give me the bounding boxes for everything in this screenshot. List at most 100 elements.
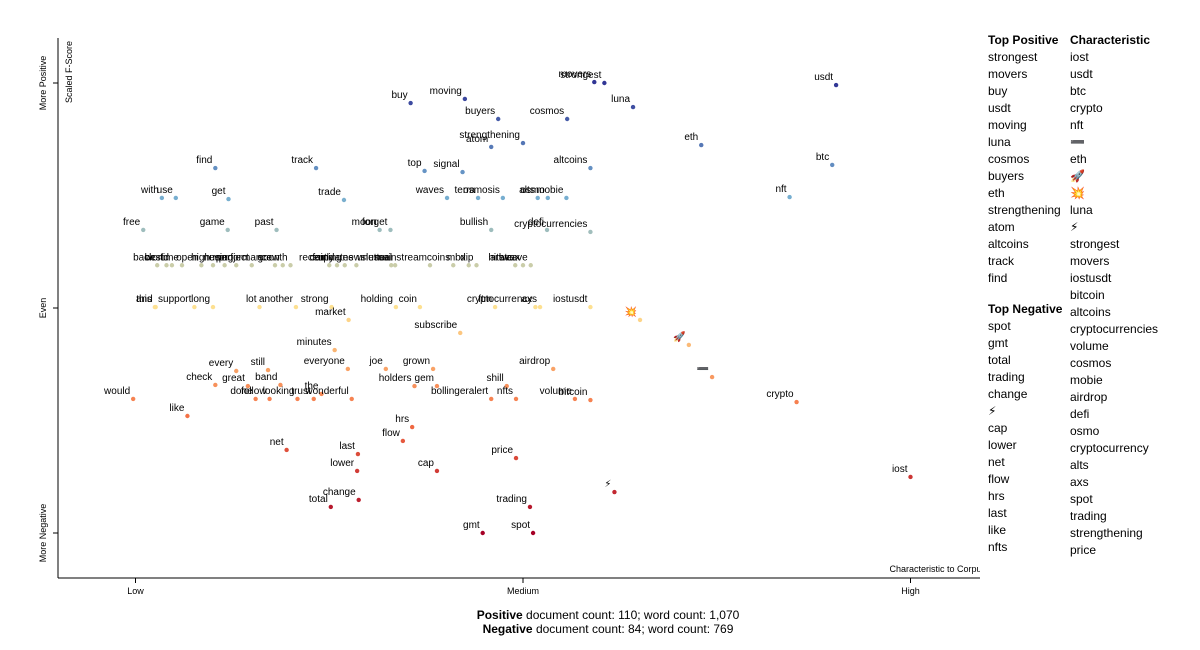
term[interactable]: iostusdt xyxy=(1070,271,1112,285)
point xyxy=(409,424,415,430)
term[interactable]: crypto xyxy=(1070,101,1103,115)
term[interactable]: 🚀 xyxy=(1070,169,1085,183)
term[interactable]: atom xyxy=(988,220,1015,234)
term[interactable]: strengthening xyxy=(988,203,1061,217)
term-label: strongest xyxy=(560,70,601,81)
term-label: long xyxy=(191,294,210,305)
term[interactable]: airdrop xyxy=(1070,390,1108,404)
term[interactable]: defi xyxy=(1070,407,1090,421)
term[interactable]: 💥 xyxy=(1070,186,1085,200)
term-label: iost xyxy=(892,464,908,475)
term[interactable]: trading xyxy=(1070,509,1107,523)
term[interactable]: strongest xyxy=(1070,237,1120,251)
term-label: open xyxy=(176,252,198,263)
point xyxy=(475,195,481,201)
term[interactable]: strengthening xyxy=(1070,526,1143,540)
term[interactable]: altcoins xyxy=(988,237,1029,251)
point xyxy=(417,304,423,310)
term[interactable]: flow xyxy=(988,472,1010,486)
term[interactable]: mobie xyxy=(1070,373,1103,387)
point xyxy=(280,263,285,268)
point xyxy=(345,366,351,372)
term[interactable]: moving xyxy=(988,118,1027,132)
term[interactable]: movers xyxy=(1070,254,1110,268)
term-label: wonderful xyxy=(304,386,348,397)
term[interactable]: buyers xyxy=(988,169,1025,183)
point xyxy=(408,100,413,106)
term[interactable]: hrs xyxy=(988,489,1005,503)
term[interactable]: altcoins xyxy=(1070,305,1111,319)
term[interactable]: cryptocurrencies xyxy=(1070,322,1159,336)
term[interactable]: find xyxy=(988,271,1008,285)
point xyxy=(427,263,433,268)
term[interactable]: axs xyxy=(1070,475,1089,489)
point xyxy=(564,195,569,201)
point xyxy=(354,468,360,474)
term[interactable]: luna xyxy=(988,135,1011,149)
term[interactable]: nft xyxy=(1070,118,1084,132)
term[interactable]: luna xyxy=(1070,203,1093,217)
term-label: price xyxy=(491,445,513,456)
term[interactable]: usdt xyxy=(1070,67,1093,81)
term[interactable]: ⚡ xyxy=(1070,220,1079,234)
term[interactable]: bitcoin xyxy=(1070,288,1105,302)
term-label: dip xyxy=(460,252,474,263)
term[interactable]: spot xyxy=(1070,492,1093,506)
term[interactable]: trading xyxy=(988,370,1025,384)
point xyxy=(833,82,839,88)
term[interactable]: spot xyxy=(988,319,1011,333)
term[interactable]: iost xyxy=(1070,50,1089,64)
term[interactable]: cosmos xyxy=(1070,356,1112,370)
point xyxy=(545,195,550,201)
term[interactable]: buy xyxy=(988,84,1008,98)
term[interactable]: total xyxy=(988,353,1011,367)
term[interactable]: net xyxy=(988,455,1005,469)
term-label: check xyxy=(186,372,213,383)
term[interactable]: cosmos xyxy=(988,152,1030,166)
point xyxy=(173,195,178,201)
term[interactable]: track xyxy=(988,254,1015,268)
term[interactable]: alts xyxy=(1070,458,1089,472)
term[interactable]: change xyxy=(988,387,1028,401)
term[interactable]: movers xyxy=(988,67,1028,81)
term-label: updates xyxy=(318,252,354,263)
term[interactable]: eth xyxy=(1070,152,1087,166)
term[interactable]: cap xyxy=(988,421,1008,435)
point xyxy=(346,317,351,323)
term-label: buy xyxy=(392,90,408,101)
term[interactable]: like xyxy=(988,523,1007,537)
point xyxy=(564,116,570,122)
term[interactable]: nfts xyxy=(988,540,1008,554)
point xyxy=(492,304,498,310)
term-label: subscribe xyxy=(414,320,457,331)
point xyxy=(342,263,347,268)
term[interactable]: ⚡ xyxy=(988,404,997,418)
term[interactable]: usdt xyxy=(988,101,1011,115)
term[interactable]: gmt xyxy=(988,336,1009,350)
term[interactable]: eth xyxy=(988,186,1005,200)
term-label: osmo xyxy=(520,185,545,196)
term-label: shill xyxy=(486,373,503,384)
term[interactable]: cryptocurrency xyxy=(1070,441,1149,455)
term-label: volume xyxy=(540,386,573,397)
point xyxy=(293,304,299,310)
term[interactable]: last xyxy=(988,506,1007,520)
term[interactable]: price xyxy=(1070,543,1097,557)
term[interactable]: strongest xyxy=(988,50,1038,64)
point xyxy=(544,227,550,233)
term-label: signal xyxy=(433,159,459,170)
term[interactable]: ➖ xyxy=(1070,135,1085,149)
term-label: total xyxy=(309,494,328,505)
term-label: 💥 xyxy=(625,305,637,318)
point xyxy=(460,169,465,175)
term-label: lower xyxy=(330,458,355,469)
point xyxy=(332,347,337,353)
term-label: forget xyxy=(362,217,388,228)
term[interactable]: osmo xyxy=(1070,424,1100,438)
term[interactable]: volume xyxy=(1070,339,1109,353)
term-label: minutes xyxy=(297,337,332,348)
term[interactable]: lower xyxy=(988,438,1017,452)
term-label: 🚀 xyxy=(673,330,686,343)
point xyxy=(327,263,332,268)
term[interactable]: btc xyxy=(1070,84,1087,98)
